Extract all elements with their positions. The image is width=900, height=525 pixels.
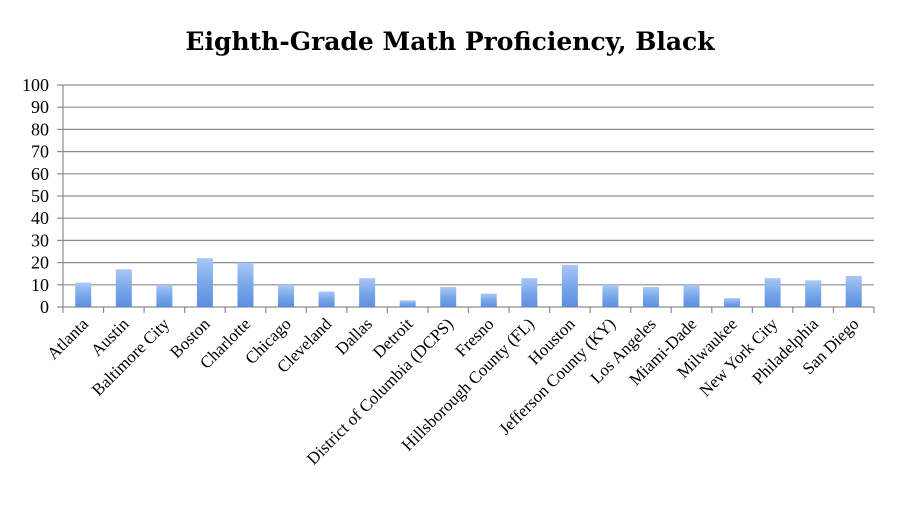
bar-detroit — [399, 300, 416, 307]
bar-boston — [196, 258, 213, 307]
y-tick-label: 50 — [31, 186, 49, 206]
y-tick-label: 0 — [40, 297, 49, 317]
bar-hillsborough-county-fl — [521, 278, 538, 307]
y-tick-label: 70 — [31, 142, 49, 162]
y-tick-label: 60 — [31, 164, 49, 184]
bar-austin — [115, 269, 132, 307]
gridlines — [57, 84, 875, 313]
bar-atlanta — [75, 282, 92, 307]
chart-title: Eighth-Grade Math Proficiency, Black — [185, 27, 715, 56]
y-tick-label: 40 — [31, 208, 49, 228]
bar-houston — [561, 264, 578, 307]
bar-charlotte — [237, 262, 254, 307]
bar-philadelphia — [805, 280, 822, 307]
bars — [75, 258, 862, 307]
x-tick-label: Dallas — [332, 314, 376, 358]
y-tick-label: 20 — [31, 253, 49, 273]
y-tick-label: 10 — [31, 275, 49, 295]
bar-san-diego — [845, 275, 862, 307]
y-tick-label: 30 — [31, 230, 49, 250]
bar-jefferson-county-ky — [602, 284, 619, 307]
bar-baltimore-city — [156, 284, 173, 307]
bar-district-of-columbia-dcps — [440, 287, 457, 307]
bar-fresno — [480, 293, 497, 307]
bar-miami-dade — [683, 284, 700, 307]
bar-milwaukee — [724, 298, 741, 307]
bar-cleveland — [318, 291, 335, 307]
y-tick-label: 100 — [22, 75, 49, 95]
x-tick-label: Atlanta — [43, 314, 92, 363]
bar-new-york-city — [764, 278, 781, 307]
bar-chicago — [278, 284, 295, 307]
y-tick-label: 80 — [31, 119, 49, 139]
bar-dallas — [359, 278, 376, 307]
bar-los-angeles — [642, 287, 659, 307]
y-tick-label: 90 — [31, 97, 49, 117]
